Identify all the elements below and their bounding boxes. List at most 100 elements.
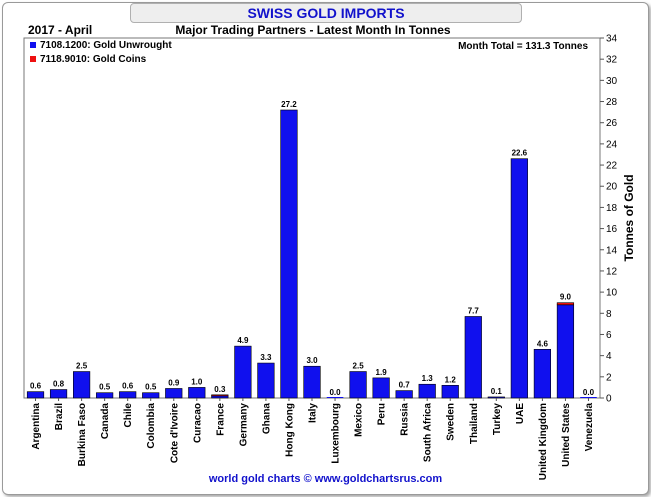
x-tick-label: South Africa — [423, 403, 434, 463]
y-tick-label: 34 — [606, 34, 618, 45]
plot-area — [23, 37, 601, 399]
data-label: 0.0 — [583, 388, 595, 397]
data-label: 0.6 — [30, 382, 42, 391]
bar-unwrought — [26, 391, 45, 399]
y-tick-label: 8 — [606, 309, 612, 320]
data-labels: 0.6 0.8 2.5 0.5 0.6 0.5 0.9 1.0 0.3 4.9 3.3 27.2 3.0… — [30, 100, 595, 397]
x-tick-label: Thailand — [469, 403, 480, 444]
bar-coins — [211, 394, 229, 397]
bar-unwrought — [556, 304, 575, 399]
month-total: Month Total = 131.3 Tonnes — [458, 41, 588, 52]
bar-unwrought — [257, 362, 275, 399]
y-axis-label: Tonnes of Gold — [622, 174, 636, 261]
bar-unwrought — [533, 348, 551, 399]
date-label: 2017 - April — [28, 23, 92, 37]
legend: 7108.1200: Gold Unwrought 7118.9010: Gold… — [30, 40, 172, 65]
chart-title-bar: SWISS GOLD IMPORTS — [130, 3, 522, 23]
legend-swatch — [30, 42, 36, 48]
data-label: 0.6 — [122, 382, 134, 391]
bar-unwrought — [580, 397, 597, 398]
data-label: 0.7 — [399, 381, 411, 390]
x-tick-label: United Kingdom — [538, 403, 549, 480]
bar-unwrought — [96, 392, 114, 399]
y-tick-label: 30 — [606, 76, 618, 87]
x-tick-label: Turkey — [492, 403, 503, 435]
x-tick-label: Argentina — [31, 403, 42, 450]
y-tick-label: 14 — [606, 245, 618, 256]
data-label: 0.9 — [168, 378, 180, 387]
footer: world gold charts © www.goldchartsrus.co… — [0, 469, 651, 487]
data-label: 1.3 — [422, 374, 434, 383]
data-label: 0.5 — [99, 383, 111, 392]
y-tick-label: 26 — [606, 118, 618, 129]
bar-unwrought — [510, 158, 528, 399]
x-tick-label: Sweden — [446, 403, 457, 441]
data-label: 0.8 — [53, 380, 65, 389]
data-label: 1.9 — [376, 368, 388, 377]
bar-unwrought — [395, 390, 413, 399]
x-tick-label: Chile — [123, 403, 134, 428]
data-label: 0.3 — [214, 385, 226, 394]
x-tick-label: UAE — [515, 403, 526, 424]
bar-unwrought — [464, 316, 482, 399]
y-tick-label: 32 — [606, 55, 618, 66]
data-label: 9.0 — [560, 293, 572, 302]
y-tick-label: 0 — [606, 394, 612, 405]
bar-unwrought — [326, 397, 344, 398]
data-label: 4.9 — [237, 336, 249, 345]
y-tick-label: 22 — [606, 161, 618, 172]
data-label: 2.5 — [76, 362, 88, 371]
bar-coins — [556, 302, 575, 306]
x-tick-label: Curacao — [192, 403, 203, 443]
chart-subtitle: Major Trading Partners - Latest Month In… — [175, 23, 450, 37]
x-tick-label: France — [215, 403, 226, 436]
legend-label: 7118.9010: Gold Coins — [40, 54, 147, 65]
bar-unwrought — [280, 109, 298, 399]
y-tick-label: 24 — [606, 139, 618, 150]
x-tick-label: Burkina Faso — [77, 403, 88, 466]
x-tick-label: Cote d'Ivoire — [169, 403, 180, 464]
x-tick-label: Germany — [238, 403, 249, 447]
bar-unwrought — [372, 377, 390, 399]
x-tick-label: Mexico — [354, 403, 365, 437]
bar-unwrought — [234, 345, 252, 399]
bar-unwrought — [188, 387, 206, 399]
x-tick-label: Venezuela — [584, 403, 595, 452]
x-tick-label: Luxembourg — [331, 403, 342, 464]
bar-unwrought — [349, 371, 367, 399]
data-label: 1.0 — [191, 377, 203, 386]
bar-unwrought — [418, 383, 436, 399]
bar-unwrought — [211, 395, 229, 399]
legend-label: 7108.1200: Gold Unwrought — [40, 40, 172, 51]
x-tick-label: Brazil — [54, 403, 65, 430]
bar-unwrought — [303, 365, 321, 399]
y-tick-label: 20 — [606, 182, 618, 193]
data-label: 1.2 — [445, 375, 457, 384]
y-tick-label: 12 — [606, 266, 618, 277]
bar-unwrought — [441, 384, 459, 399]
y-tick-label: 28 — [606, 97, 618, 108]
x-tick-label: Peru — [377, 403, 388, 425]
y-tick-label: 10 — [606, 288, 618, 299]
y-tick-label: 6 — [606, 330, 612, 341]
x-tick-label: Ghana — [261, 403, 272, 435]
x-tick-label: Italy — [308, 403, 319, 423]
bar-unwrought — [487, 396, 505, 399]
x-tick-label: United States — [561, 403, 572, 467]
bar-unwrought — [119, 391, 137, 399]
x-tick-label: Hong Kong — [284, 403, 295, 457]
chart-title: SWISS GOLD IMPORTS — [247, 5, 405, 21]
x-tick-label: Russia — [400, 403, 411, 436]
data-label: 27.2 — [281, 100, 297, 109]
data-label: 3.0 — [306, 356, 318, 365]
data-label: 0.0 — [329, 388, 341, 397]
data-label: 7.7 — [468, 306, 480, 315]
bar-unwrought — [49, 389, 68, 399]
data-label: 2.5 — [353, 362, 365, 371]
x-axis: Argentina Brazil Burkina Faso Canada Chile Co… — [31, 398, 595, 480]
y-tick-label: 16 — [606, 224, 618, 235]
y-tick-label: 18 — [606, 203, 618, 214]
bars — [26, 109, 597, 399]
data-label: 0.1 — [491, 387, 503, 396]
